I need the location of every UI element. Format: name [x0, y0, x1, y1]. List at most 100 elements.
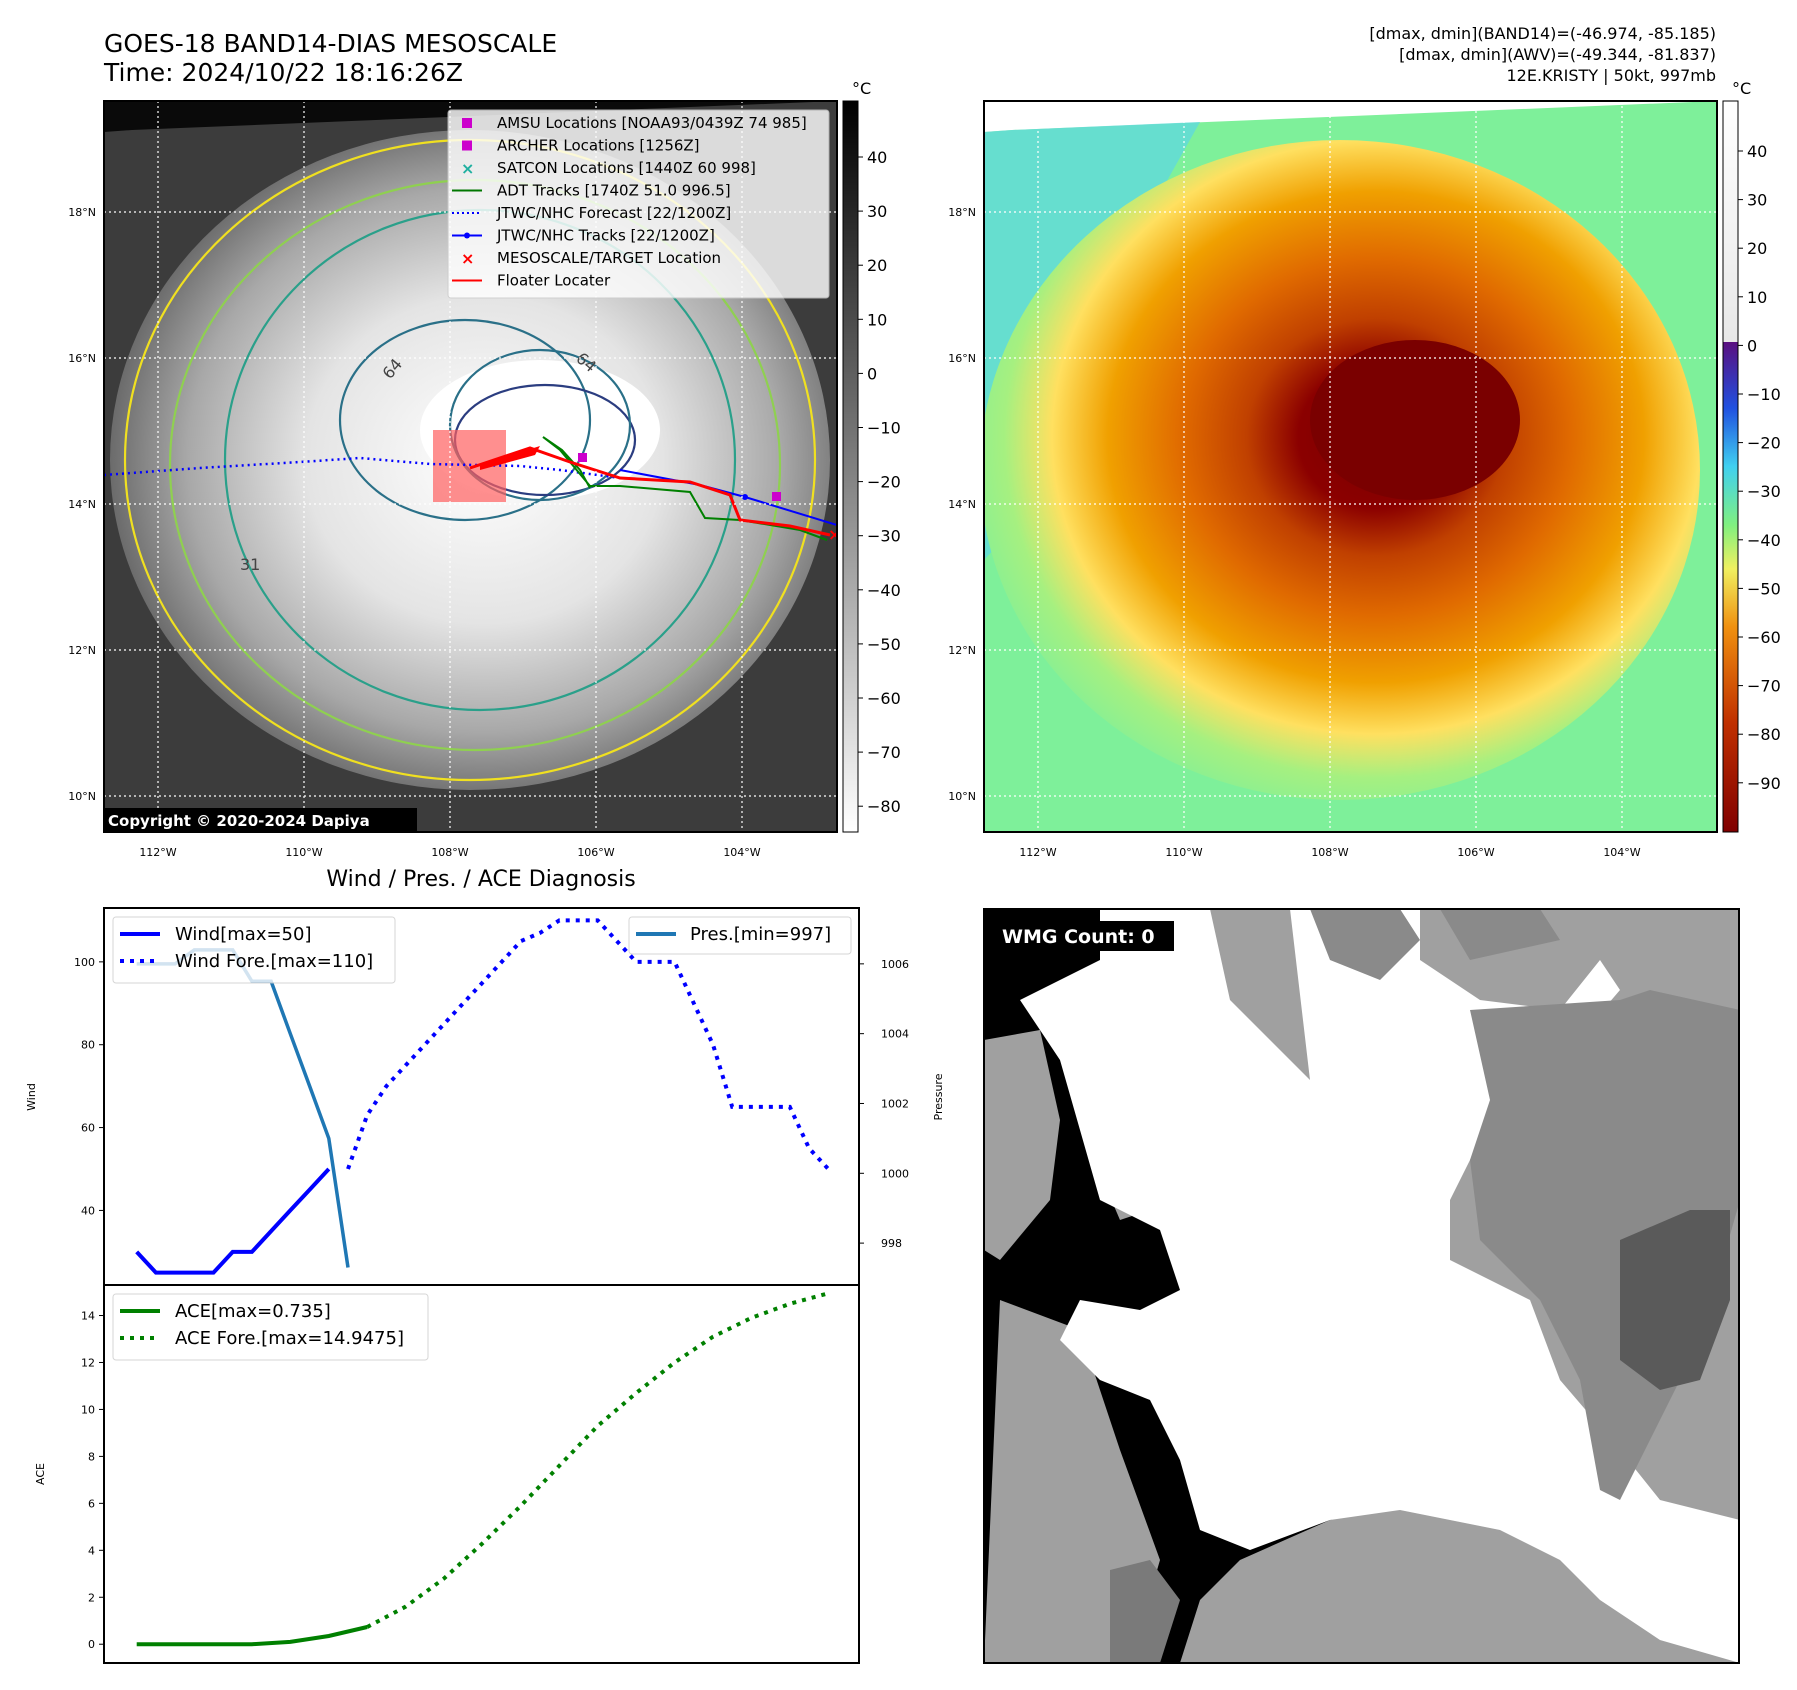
legend-item: AMSU Locations [NOAA93/0439Z 74 985]	[462, 114, 807, 132]
colorbar-tick-label: 0	[867, 364, 877, 383]
ace-ytick-label: 0	[88, 1638, 95, 1651]
colorbar-tick-label: −30	[867, 527, 901, 546]
colorbar-tick-label: −20	[867, 473, 901, 492]
colorbar-tick-label: −20	[1747, 434, 1781, 453]
legend-marker-dot	[464, 232, 470, 239]
legend-item: × SATCON Locations [1440Z 60 998]	[461, 159, 756, 178]
colorbar-tick-label: −50	[867, 635, 901, 654]
legend-label: JTWC/NHC Tracks [22/1200Z]	[496, 227, 715, 245]
info-band14: [dmax, dmin](BAND14)=(-46.974, -85.185)	[1369, 24, 1716, 43]
ace-chart: ACE 0 2 4 6 8 10 12 14 ACE[max=0.735] ACE Fore.[m…	[34, 1284, 860, 1664]
map2-lat-16: 16°N	[948, 352, 976, 365]
legend-label: ARCHER Locations [1256Z]	[497, 137, 700, 155]
legend-label: SATCON Locations [1440Z 60 998]	[497, 159, 756, 177]
colorbar-tick-label: −70	[867, 743, 901, 762]
legend-item: ADT Tracks [1740Z 51.0 996.5]	[452, 182, 731, 200]
mesoscale-target-marker: ×	[828, 525, 841, 544]
legend-label: ADT Tracks [1740Z 51.0 996.5]	[497, 182, 731, 200]
colorbar-tick-label: −80	[1747, 725, 1781, 744]
colorbar-tick-label: 0	[1747, 336, 1757, 355]
legend-item: Floater Locater	[452, 272, 611, 290]
wind-legend-label: Wind Fore.[max=110]	[175, 951, 373, 972]
diagnosis-title: Wind / Pres. / ACE Diagnosis	[326, 867, 635, 892]
contour-label-31: 31	[240, 555, 260, 574]
gray-colorbar-bar	[842, 100, 859, 833]
color-colorbar: °C 40 30 20 10 0 −10 −20 −30 −40 −50 −60 −70 −80 −90	[1722, 79, 1781, 833]
figure-title: GOES-18 BAND14-DIAS MESOSCALE	[104, 29, 557, 58]
legend-item: JTWC/NHC Forecast [22/1200Z]	[452, 204, 731, 222]
legend-marker-square	[462, 140, 472, 151]
legend-item: ARCHER Locations [1256Z]	[462, 137, 700, 155]
wind-ytick-label: 60	[81, 1122, 95, 1135]
gray-colorbar-unit: °C	[852, 79, 871, 98]
colorbar-tick-label: −90	[1747, 774, 1781, 793]
jtwc-forecast-track	[104, 456, 621, 480]
colorbar-tick-label: 40	[867, 148, 887, 167]
gray-colorbar: °C 40 30 20 10 0 −10 −20 −30 −40 −50 −60 −70 −80	[842, 79, 901, 833]
info-storm: 12E.KRISTY | 50kt, 997mb	[1507, 66, 1717, 85]
wmg-dark-gray-1	[1620, 1210, 1730, 1390]
wmg-dark-gray-2	[1110, 1560, 1180, 1663]
colorbar-tick-label: −40	[867, 581, 901, 600]
wind-ytick-label: 80	[81, 1039, 95, 1052]
map2-axis-labels: 18°N 16°N 14°N 12°N 10°N 112°W 110°W 108…	[948, 206, 1641, 859]
colorbar-tick-label: 20	[1747, 239, 1767, 258]
amsu-location	[578, 453, 587, 462]
pressure-ytick-label: 1002	[881, 1097, 909, 1110]
map2-lat-14: 14°N	[948, 498, 976, 511]
ace-ylabel: ACE	[34, 1463, 47, 1485]
figure-time: Time: 2024/10/22 18:16:26Z	[103, 58, 463, 87]
legend-marker-x: ×	[461, 249, 474, 268]
floater-locater-track	[469, 446, 831, 537]
pressure-ytick-label: 1000	[881, 1167, 909, 1180]
lat-label-10: 10°N	[68, 790, 96, 803]
colorbar-tick-label: −10	[1747, 385, 1781, 404]
wind-ytick-label: 40	[81, 1204, 95, 1217]
ace-ytick-label: 2	[88, 1591, 95, 1604]
series-wind	[135, 1167, 331, 1275]
lat-label-16: 16°N	[68, 352, 96, 365]
colorbar-tick-label: 30	[1747, 191, 1767, 210]
series-ace-fore-	[366, 1291, 829, 1629]
track-legend: AMSU Locations [NOAA93/0439Z 74 985] ARCH…	[447, 109, 830, 299]
map2-lon-104: 104°W	[1603, 846, 1640, 859]
lon-label-108: 108°W	[431, 846, 468, 859]
map1-axis-labels: 18°N 16°N 14°N 12°N 10°N 112°W 110°W 108…	[68, 206, 761, 859]
wind-ylabel: Wind	[25, 1083, 38, 1111]
wmg-gray-pocket-1	[984, 1030, 1060, 1260]
legend-label: Floater Locater	[497, 272, 611, 290]
legend-item: JTWC/NHC Tracks [22/1200Z]	[452, 227, 715, 245]
wmg-frame	[983, 908, 1740, 1664]
contour-blue-1	[338, 318, 592, 522]
wmg-panel: WMG Count: 0	[983, 908, 1740, 1664]
colorbar-tick-label: 20	[867, 256, 887, 275]
colorbar-tick-label: −70	[1747, 677, 1781, 696]
map2-lat-18: 18°N	[948, 206, 976, 219]
colorbar-tick-label: −10	[867, 419, 901, 438]
lon-label-104: 104°W	[723, 846, 760, 859]
ace-legend-label: ACE[max=0.735]	[175, 1301, 331, 1322]
map-frame	[103, 100, 838, 833]
wmg-count-label: WMG Count: 0	[1002, 926, 1155, 948]
legend-label: AMSU Locations [NOAA93/0439Z 74 985]	[497, 114, 807, 132]
colorbar-tick-label: −60	[1747, 628, 1781, 647]
colorbar-tick-label: −60	[867, 689, 901, 708]
lat-label-12: 12°N	[68, 644, 96, 657]
series-ace	[136, 1625, 368, 1647]
colorbar-tick-label: −50	[1747, 579, 1781, 598]
color-colorbar-unit: °C	[1732, 79, 1751, 98]
lon-label-106: 106°W	[577, 846, 614, 859]
colorbar-tick-label: −40	[1747, 531, 1781, 550]
map2-lon-110: 110°W	[1165, 846, 1202, 859]
ace-ytick-label: 4	[88, 1544, 95, 1557]
wmg-mid-gray-2	[1440, 909, 1560, 960]
wind-pressure-chart: Wind Pressure 40 60 80 100 998 1000 1002 1004 10…	[25, 907, 945, 1286]
archer-location	[772, 492, 781, 501]
legend-frame	[447, 109, 830, 299]
map2-lat-10: 10°N	[948, 790, 976, 803]
wmg-white-region	[1020, 909, 1739, 1663]
wind-legend: Wind[max=50] Wind Fore.[max=110]	[112, 916, 396, 984]
legend-marker-square	[462, 118, 472, 128]
copyright-bg	[104, 808, 417, 832]
